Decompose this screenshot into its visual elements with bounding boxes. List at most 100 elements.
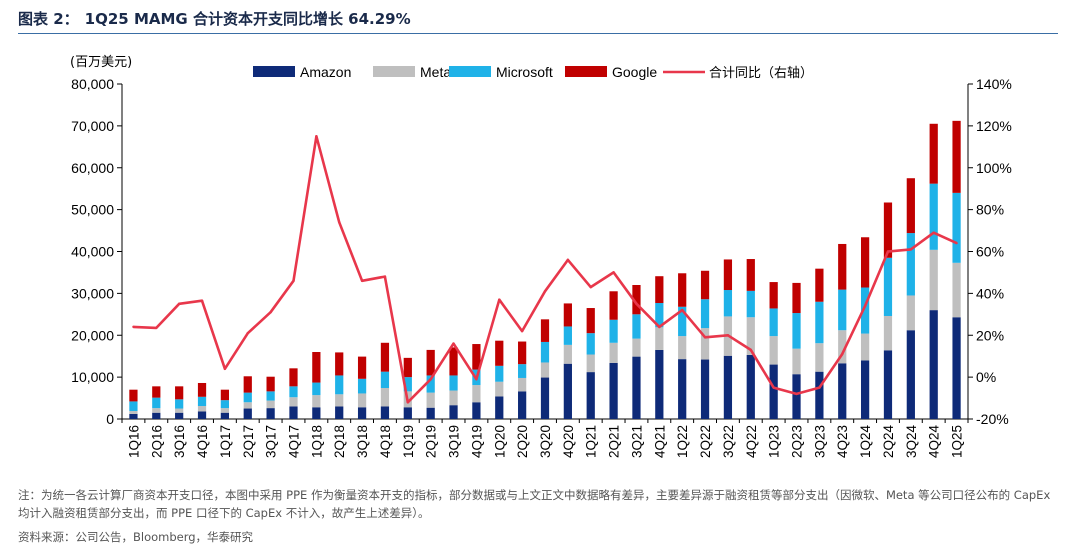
bar-amazon: [655, 349, 664, 419]
x-tick-label: 3Q24: [904, 425, 919, 459]
x-tick-label: 1Q20: [492, 425, 507, 458]
yoy-growth-point: [658, 325, 661, 329]
bar-microsoft: [815, 301, 824, 344]
bar-meta: [129, 411, 138, 414]
bar-google: [495, 340, 504, 366]
yoy-growth-point: [200, 299, 204, 302]
yoy-growth-point: [909, 248, 913, 251]
yoy-growth-point: [406, 401, 410, 404]
bar-meta: [952, 262, 961, 318]
x-tick-label: 2Q19: [424, 425, 439, 458]
bar-microsoft: [929, 183, 938, 250]
y-tick-label: 20,000: [71, 327, 114, 343]
bar-meta: [266, 400, 275, 409]
bar-amazon: [312, 407, 321, 419]
figure-title: 图表 2： 1Q25 MAMG 合计资本开支同比增长 64.29%: [18, 8, 411, 29]
bar-meta: [838, 330, 847, 364]
bar-microsoft: [792, 313, 801, 349]
bar-google: [655, 276, 664, 304]
yoy-growth-point: [635, 302, 638, 306]
legend-label-meta: Meta: [420, 64, 451, 80]
y-tick-label: 0: [106, 411, 114, 427]
bar-microsoft: [906, 233, 915, 296]
bar-amazon: [586, 372, 595, 419]
bar-meta: [426, 392, 435, 408]
bar-microsoft: [243, 392, 252, 403]
y2-tick-label: 60%: [976, 244, 1004, 260]
legend-swatch-amazon: [253, 66, 295, 77]
bar-meta: [175, 408, 184, 413]
y2-tick-label: 100%: [976, 160, 1012, 176]
bar-google: [769, 282, 778, 309]
bar-amazon: [563, 363, 572, 419]
x-tick-label: 1Q21: [584, 425, 599, 458]
x-tick-label: 3Q20: [538, 425, 553, 458]
bar-amazon: [746, 354, 755, 419]
bar-microsoft: [495, 365, 504, 382]
bar-amazon: [129, 413, 138, 419]
bar-amazon: [243, 408, 252, 419]
yoy-growth-point: [155, 326, 158, 330]
bar-google: [175, 386, 184, 400]
yoy-growth-point: [475, 378, 478, 381]
bar-microsoft: [678, 306, 687, 337]
bar-meta: [860, 333, 870, 361]
yoy-growth-point: [818, 386, 821, 389]
bar-microsoft: [769, 308, 778, 337]
bar-google: [678, 273, 687, 307]
bar-google: [838, 243, 847, 290]
bar-google: [723, 259, 733, 291]
y-axis-unit: (百万美元): [70, 55, 132, 70]
bar-google: [152, 386, 161, 398]
bar-google: [472, 344, 481, 370]
yoy-growth-point: [886, 250, 890, 253]
bar-microsoft: [129, 401, 138, 412]
footnote: 注：为统一各云计算厂商资本开支口径，本图中采用 PPE 作为衡量资本开支的指标，…: [18, 488, 1051, 520]
yoy-growth-point: [932, 231, 935, 234]
bar-microsoft: [335, 375, 344, 395]
yoy-growth-point: [749, 348, 752, 352]
x-tick-label: 3Q22: [721, 425, 736, 458]
bar-meta: [769, 336, 778, 365]
x-tick-label: 4Q21: [652, 425, 667, 458]
bar-amazon: [357, 407, 367, 419]
bar-meta: [357, 393, 367, 408]
x-tick-label: 1Q24: [858, 425, 873, 459]
y-tick-label: 80,000: [71, 76, 114, 92]
bar-google: [243, 376, 252, 393]
yoy-growth-point: [269, 311, 272, 314]
bar-microsoft: [609, 319, 618, 343]
bar-amazon: [700, 359, 710, 419]
bar-meta: [289, 397, 298, 407]
bar-meta: [632, 338, 641, 357]
bar-amazon: [197, 411, 207, 419]
bar-meta: [655, 327, 664, 350]
bar-amazon: [609, 362, 618, 419]
figure-title-text: 1Q25 MAMG 合计资本开支同比增长 64.29%: [84, 10, 411, 28]
bar-meta: [540, 362, 550, 378]
bar-microsoft: [380, 371, 390, 389]
legend-label-microsoft: Microsoft: [496, 64, 553, 80]
bar-amazon: [426, 407, 435, 419]
yoy-growth-point: [383, 275, 387, 278]
bar-microsoft: [746, 290, 755, 318]
y-tick-label: 50,000: [71, 202, 114, 218]
yoy-growth-point: [841, 352, 844, 356]
bar-microsoft: [883, 257, 893, 316]
bar-amazon: [678, 359, 687, 419]
bar-microsoft: [700, 299, 710, 329]
bar-google: [380, 342, 390, 372]
bar-meta: [472, 385, 481, 403]
bar-meta: [746, 317, 755, 355]
bar-microsoft: [449, 375, 458, 391]
x-tick-label: 2Q17: [241, 425, 256, 458]
bar-amazon: [838, 363, 847, 419]
y-tick-label: 40,000: [71, 244, 114, 260]
title-rule: [18, 33, 1058, 34]
bar-meta: [335, 394, 344, 407]
y2-tick-label: 120%: [976, 118, 1012, 134]
bar-google: [929, 123, 938, 184]
bar-google: [746, 259, 755, 291]
bar-amazon: [883, 350, 893, 419]
bar-microsoft: [357, 378, 367, 394]
